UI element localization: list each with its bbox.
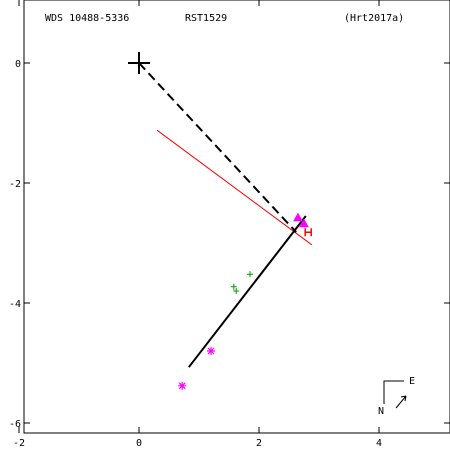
orbit-lines — [128, 52, 313, 368]
x-tick-label: -2 — [13, 438, 25, 449]
x-tick-label: 2 — [256, 438, 262, 449]
observation-plus — [247, 271, 253, 278]
header-orbit-ref: (Hrt2017a) — [344, 13, 404, 24]
observation-triangle — [293, 212, 303, 222]
observation-plus — [230, 283, 237, 290]
dashed-line — [138, 62, 297, 233]
orbit-segment — [188, 215, 307, 368]
observation-plus — [233, 288, 240, 294]
compass-north-label: N — [378, 406, 384, 417]
observation-asterisk — [178, 381, 187, 390]
compass-east-label: E — [409, 376, 415, 387]
header-wds-id: WDS 10488-5336 — [45, 13, 129, 24]
y-tick-label: -2 — [9, 179, 21, 190]
axes: -2 0 2 4 0 -2 -4 -6 — [9, 0, 450, 449]
observation-points — [178, 212, 312, 390]
observation-asterisk — [207, 347, 215, 355]
y-tick-label: 0 — [15, 59, 21, 70]
x-tick-label: 4 — [376, 438, 382, 449]
observation-hbar — [304, 228, 312, 237]
observation-triangle — [299, 218, 309, 228]
y-tick-label: -4 — [9, 299, 21, 310]
compass: E N — [378, 376, 415, 417]
red-line — [156, 129, 313, 246]
x-tick-label: 0 — [136, 438, 142, 449]
plot-frame — [23, 0, 450, 434]
compass-arrow — [395, 395, 407, 409]
compass-axes — [383, 380, 404, 404]
y-tick-label: -6 — [9, 419, 21, 430]
primary-star — [128, 52, 150, 74]
header-discoverer: RST1529 — [185, 13, 227, 24]
